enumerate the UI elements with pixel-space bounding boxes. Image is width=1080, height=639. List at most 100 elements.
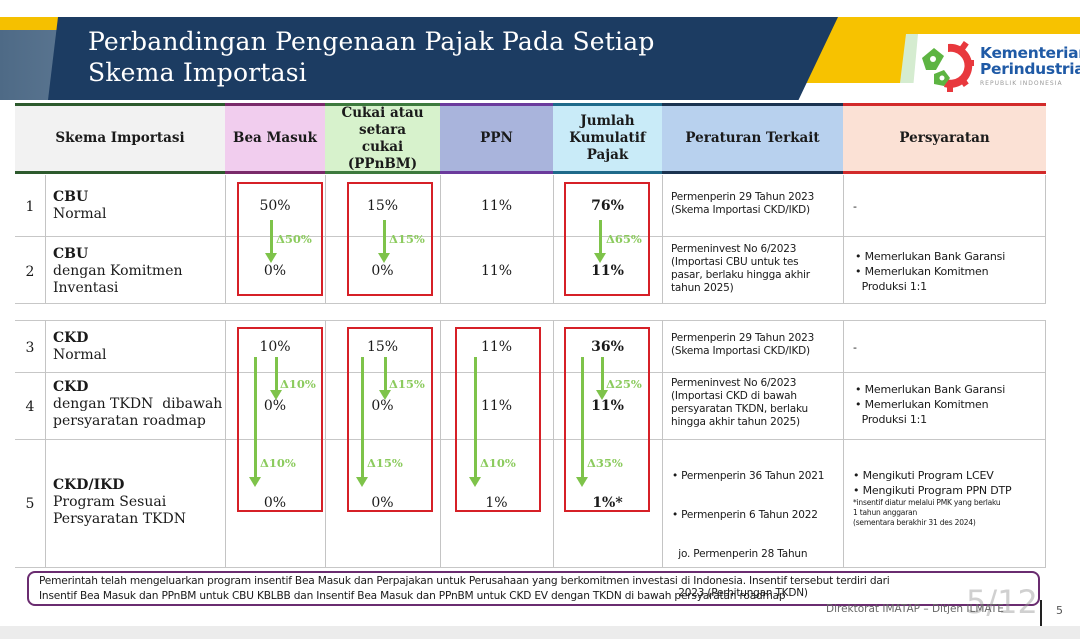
highlight-box-bea-masuk xyxy=(237,182,323,296)
bea-masuk-value: 50% xyxy=(259,198,291,214)
persyaratan-footnote: *insentif diatur melalui PMK yang berlak… xyxy=(853,498,1001,527)
delta-label: Δ15% xyxy=(389,377,425,391)
logo-text-republik: REPUBLIK INDONESIA xyxy=(980,80,1063,87)
slide-counter-watermark: 5/12 xyxy=(966,583,1038,621)
highlight-box-bea-masuk xyxy=(237,327,323,512)
delta-label: Δ65% xyxy=(606,232,642,246)
jumlah-value: 11% xyxy=(591,398,624,414)
page-title-line2: Skema Importasi xyxy=(88,58,307,87)
decrease-arrow-icon xyxy=(265,220,277,263)
decrease-arrow-icon xyxy=(596,357,608,400)
delta-label: Δ35% xyxy=(587,456,623,470)
cukai-value: 15% xyxy=(366,339,399,355)
jumlah-value: 1%* xyxy=(592,495,623,511)
ppn-value: 11% xyxy=(480,398,513,414)
peraturan-cell: Permeninvest No 6/2023 (Importasi CBU un… xyxy=(671,243,810,294)
footer-divider xyxy=(1040,600,1042,626)
skema-cell: CKD dengan TKDN dibawah persyaratan road… xyxy=(53,379,223,429)
jumlah-value: 76% xyxy=(591,198,624,214)
ministry-logo: Kementerian Perindustrian REPUBLIK INDON… xyxy=(918,40,1080,92)
page-title: Perbandingan Pengenaan Pajak Pada Setiap… xyxy=(88,26,655,88)
page-number: 5 xyxy=(1056,604,1063,617)
col-header-bea-masuk: Bea Masuk xyxy=(225,103,325,174)
cukai-value: 0% xyxy=(371,495,394,511)
highlight-box-jumlah xyxy=(564,182,650,296)
persyaratan-cell: - xyxy=(853,341,857,354)
row-number: 2 xyxy=(25,264,35,280)
skema-cell: CBU dengan Komitmen Inventasi xyxy=(53,246,183,296)
ppn-value: 11% xyxy=(480,198,513,214)
note-line2: Insentif Bea Masuk dan PPnBM untuk CBU K… xyxy=(39,590,786,602)
skema-cell: CKD Normal xyxy=(53,330,107,363)
col-header-skema: Skema Importasi xyxy=(15,103,225,174)
peraturan-cell: Permenperin 29 Tahun 2023 (Skema Importa… xyxy=(671,332,815,357)
highlight-box-cukai xyxy=(347,327,433,512)
persyaratan-cell: - xyxy=(853,200,857,213)
persyaratan-cell: • Memerlukan Bank Garansi • Memerlukan K… xyxy=(855,383,1006,426)
gear-leaf-logo-icon xyxy=(922,41,974,92)
highlight-box-jumlah xyxy=(564,327,650,512)
skema-cell: CBU Normal xyxy=(53,189,106,223)
decrease-arrow-icon xyxy=(270,357,282,400)
page-title-line1: Perbandingan Pengenaan Pajak Pada Setiap xyxy=(88,27,655,56)
col-header-ppn: PPN xyxy=(440,103,553,174)
note-line1: Pemerintah telah mengeluarkan program in… xyxy=(39,575,890,587)
skema-cell: CKD/IKD Program Sesuai Persyaratan TKDN xyxy=(53,477,186,527)
table-header-row: Skema Importasi Bea Masuk Cukai atau set… xyxy=(15,103,1046,174)
persyaratan-cell: • Memerlukan Bank Garansi • Memerlukan K… xyxy=(855,250,1006,293)
decrease-arrow-icon xyxy=(379,357,391,400)
delta-label: Δ25% xyxy=(606,377,642,391)
col-header-peraturan: Peraturan Terkait xyxy=(662,103,843,174)
ppn-value: 11% xyxy=(480,339,513,355)
highlight-box-ppn xyxy=(455,327,541,512)
delta-label: Δ10% xyxy=(260,456,296,470)
peraturan-cell: • Permenperin 36 Tahun 2021 • Permenperi… xyxy=(672,470,825,638)
bea-masuk-value: 10% xyxy=(259,339,291,355)
footer-directorate: Direktorat IMATAP – Ditjen ILMATE xyxy=(826,603,1004,615)
header-title-band xyxy=(48,17,838,100)
logo-text-perindustrian: Perindustrian xyxy=(980,60,1080,78)
decrease-arrow-icon xyxy=(378,220,390,263)
col-header-jumlah: Jumlah Kumulatif Pajak xyxy=(553,103,662,174)
jumlah-value: 36% xyxy=(591,339,624,355)
header-logo-panel xyxy=(912,34,1080,100)
cukai-value: 0% xyxy=(371,398,394,414)
delta-label: Δ15% xyxy=(367,456,403,470)
persyaratan-cell: • Mengikuti Program LCEV • Mengikuti Pro… xyxy=(853,469,1012,527)
cukai-value: 15% xyxy=(366,198,399,214)
delta-label: Δ50% xyxy=(276,232,312,246)
bea-masuk-value: 0% xyxy=(263,398,287,414)
skema-desc: Normal xyxy=(53,206,107,222)
cukai-value: 0% xyxy=(371,263,394,279)
delta-label: Δ15% xyxy=(389,232,425,246)
skema-type: CKD xyxy=(53,330,89,346)
bea-masuk-value: 0% xyxy=(263,263,287,279)
ppn-value: 11% xyxy=(480,263,513,279)
decrease-arrow-icon xyxy=(469,357,481,487)
peraturan-cell: Permeninvest No 6/2023 (Importasi CKD di… xyxy=(671,377,808,428)
bottom-strip xyxy=(0,626,1080,639)
delta-label: Δ10% xyxy=(280,377,316,391)
highlight-box-cukai xyxy=(347,182,433,296)
skema-type: CKD/IKD xyxy=(53,477,125,493)
decrease-arrow-icon xyxy=(594,220,606,263)
ppn-value: 1% xyxy=(485,495,508,511)
incentive-note-box: Pemerintah telah mengeluarkan program in… xyxy=(27,571,1040,606)
col-header-persyaratan: Persyaratan xyxy=(843,103,1046,174)
row-number: 5 xyxy=(25,496,35,512)
bea-masuk-value: 0% xyxy=(263,495,287,511)
peraturan-cell: Permenperin 29 Tahun 2023 (Skema Importa… xyxy=(671,191,815,216)
skema-type: CBU xyxy=(53,189,89,205)
row-number: 1 xyxy=(25,199,35,215)
skema-type: CKD xyxy=(53,379,89,395)
delta-label: Δ10% xyxy=(480,456,516,470)
decrease-arrow-icon xyxy=(576,357,588,487)
decrease-arrow-icon xyxy=(249,357,261,487)
decrease-arrow-icon xyxy=(356,357,368,487)
row-number: 4 xyxy=(25,399,35,415)
row-number: 3 xyxy=(25,340,35,356)
jumlah-value: 11% xyxy=(591,263,624,279)
skema-type: CBU xyxy=(53,246,89,262)
col-header-cukai: Cukai atau setara cukai (PPnBM) xyxy=(325,103,440,174)
